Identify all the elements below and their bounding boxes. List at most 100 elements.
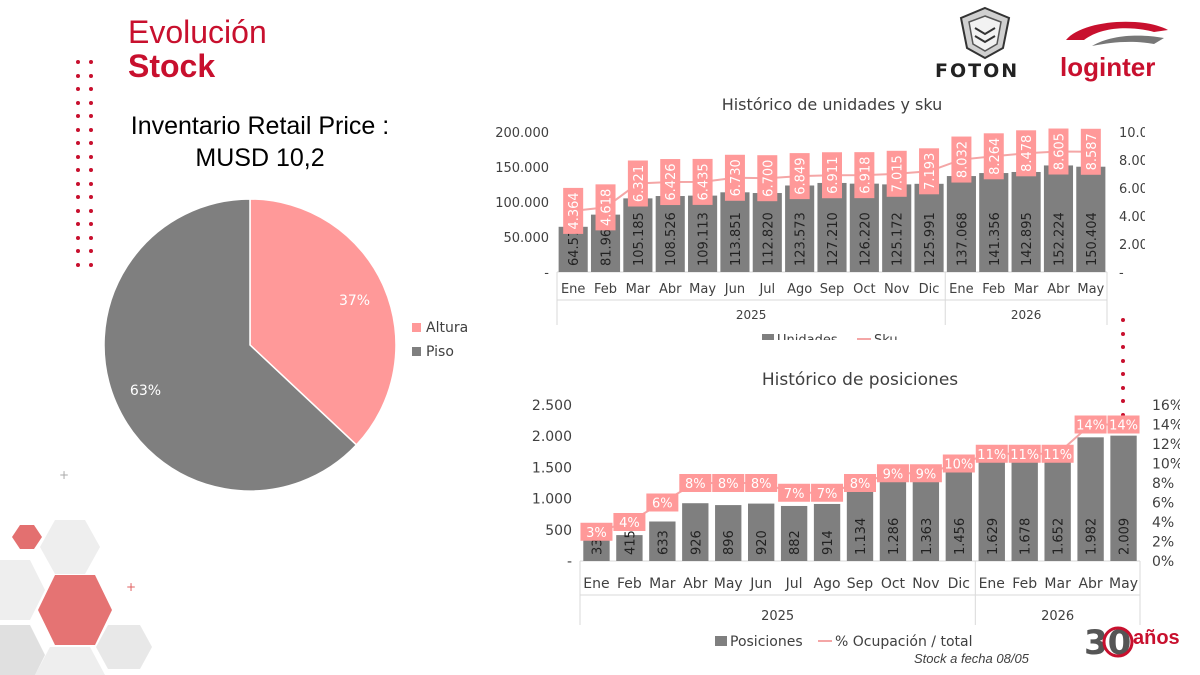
bar-posiciones	[879, 480, 907, 561]
bar-data-label: 415	[623, 530, 638, 555]
bar-posiciones	[649, 521, 676, 561]
bar-posiciones	[813, 503, 841, 561]
bar-data-label: 1.629	[986, 518, 1001, 555]
page-title-bold: Stock	[128, 48, 216, 84]
bar-data-label: 2.009	[1118, 518, 1133, 555]
bar-data-label: 150.404	[1085, 212, 1100, 266]
bar-unidades	[979, 173, 1009, 272]
line-data-label-box	[757, 155, 778, 202]
bar-unidades	[1043, 165, 1074, 272]
bar-data-label: 108.526	[664, 212, 679, 266]
x-tick-label: Oct	[853, 282, 875, 297]
line-data-label: 11%	[1010, 448, 1039, 463]
x-tick-label: Dic	[919, 282, 940, 297]
inventory-subtitle: Inventario Retail Price : MUSD 10,2	[100, 110, 420, 174]
y-left-tick-label: 200.000	[495, 126, 549, 141]
bar-data-label: 920	[755, 530, 770, 555]
positions-chart: Histórico de posiciones - 500 1.000 1.500 2.0…	[532, 370, 1180, 650]
line-data-label: 14%	[1076, 419, 1105, 434]
y-left-tick-label: 1.000	[532, 492, 572, 508]
bar-data-label: 127.210	[826, 212, 841, 266]
legend-label-altura: Altura	[426, 320, 468, 336]
bar-data-label: 125.991	[923, 212, 938, 266]
foton-logo-icon	[959, 6, 1011, 60]
y-right-tick-label: 4.000	[1119, 210, 1145, 225]
line-data-label-box	[646, 493, 679, 512]
chart-title: Histórico de posiciones	[762, 370, 958, 390]
line-data-label-box	[679, 474, 712, 492]
bar-data-label: 123.573	[794, 212, 809, 266]
bar-unidades	[655, 196, 685, 272]
bar-posiciones	[1077, 437, 1104, 561]
line-data-label: 9%	[916, 467, 937, 482]
bar-data-label: 125.172	[891, 212, 906, 266]
line-data-label: 8%	[685, 477, 706, 492]
bar-data-label: 1.652	[1052, 518, 1067, 555]
bar-data-label: 113.851	[729, 212, 744, 266]
bar-unidades	[785, 185, 815, 272]
bar-posiciones	[780, 505, 808, 561]
x-tick-label: Feb	[617, 576, 642, 592]
x-tick-label: May	[1077, 282, 1104, 297]
bar-posiciones	[1011, 456, 1038, 561]
anniversary-logo-icon: 30	[1084, 623, 1134, 662]
x-tick-label: Ene	[949, 282, 973, 297]
bar-data-label: 152.224	[1052, 212, 1067, 266]
line-data-label: 6.700	[761, 160, 776, 197]
line-data-label-box	[563, 187, 584, 234]
y-left-tick-label: 50.000	[504, 231, 550, 246]
plus-icon-red: +	[126, 580, 137, 594]
line-data-label-box	[1016, 130, 1037, 177]
line-data-label-box	[909, 464, 942, 483]
bar-posiciones	[583, 540, 610, 561]
bar-data-label: 1.678	[1019, 518, 1034, 555]
x-tick-label: Mar	[626, 282, 651, 297]
bar-posiciones	[748, 503, 775, 561]
line-data-label-box	[811, 483, 844, 502]
x-tick-label: May	[714, 576, 743, 592]
line-data-label: 11%	[1043, 448, 1072, 463]
line-data-label: 4.364	[567, 192, 582, 229]
bar-data-label: 142.895	[1020, 212, 1035, 266]
x-tick-label: Mar	[649, 576, 676, 592]
y-left-tick-label: 2.000	[532, 429, 572, 445]
bar-data-label: 137.068	[955, 212, 970, 266]
line-data-label-box	[1041, 444, 1074, 463]
x-tick-label: Ago	[787, 282, 812, 297]
bar-data-label: 914	[821, 530, 836, 555]
line-data-label: 8.032	[955, 141, 970, 178]
legend-label-bars: Posiciones	[730, 634, 803, 650]
x-tick-label: Abr	[1078, 576, 1102, 592]
line-data-label-box	[595, 184, 616, 231]
pie-chart: 37% 63% Altura Piso	[103, 198, 468, 492]
x-tick-label: Ago	[814, 576, 841, 592]
line-data-label-box	[844, 474, 876, 492]
bar-data-label: 1.456	[953, 518, 968, 555]
line-data-label-box	[745, 474, 778, 492]
line-data-label-box	[886, 150, 907, 197]
line-data-label-box	[822, 152, 842, 199]
x-tick-label: Abr	[659, 282, 682, 297]
x-tick-label: May	[689, 282, 716, 297]
bar-posiciones	[978, 459, 1005, 561]
bar-posiciones	[1110, 435, 1137, 561]
line-data-label-box	[613, 513, 646, 531]
x-tick-label: Nov	[884, 282, 910, 297]
x-group-label: 2026	[1041, 609, 1074, 624]
pie-label-piso: 63%	[130, 383, 161, 399]
x-tick-label: Nov	[912, 576, 939, 592]
y-left-tick-label: -	[567, 554, 572, 570]
line-data-label: 6.911	[826, 157, 841, 194]
line-data-label: 6.849	[794, 158, 809, 195]
bar-unidades	[946, 176, 976, 272]
bar-data-label: 1.982	[1085, 518, 1100, 555]
x-tick-label: Jul	[785, 576, 803, 592]
foton-logo-text: FOTON	[935, 60, 1020, 82]
line-data-label: 14%	[1109, 419, 1138, 434]
x-tick-label: May	[1109, 576, 1138, 592]
bar-data-label: 1.363	[920, 518, 935, 555]
line-data-label-box	[627, 160, 648, 207]
line-data-label: 8.587	[1085, 133, 1100, 170]
bar-posiciones	[715, 505, 742, 561]
bar-unidades	[623, 198, 653, 272]
